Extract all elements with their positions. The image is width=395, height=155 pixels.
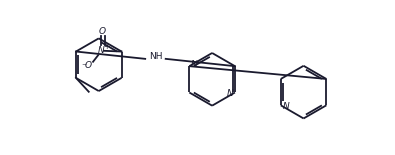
Text: N: N [190,60,197,69]
Text: O: O [99,27,106,36]
Text: N: N [226,89,233,98]
Text: O: O [85,61,92,70]
Text: ⁻: ⁻ [82,63,87,73]
Text: +: + [103,42,109,51]
Text: N: N [282,102,289,111]
Text: NH: NH [149,52,162,61]
Text: N: N [97,46,104,55]
